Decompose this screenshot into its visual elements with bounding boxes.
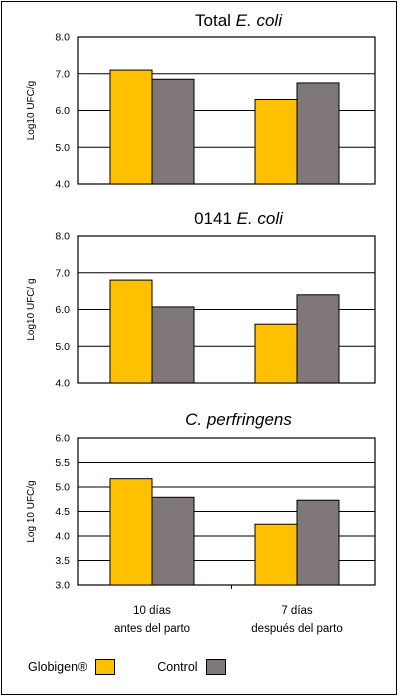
bar-chart3-series2-group2 bbox=[296, 499, 340, 586]
y-axis-label-1: Log10 UFC/g bbox=[26, 81, 37, 140]
plot-area-1 bbox=[77, 36, 376, 185]
bar-chart3-series2-group1 bbox=[151, 496, 195, 586]
plot-area-2 bbox=[77, 235, 376, 384]
y-tick-label-2-3: 7.0 bbox=[55, 267, 70, 279]
y-tick-label-2-1: 5.0 bbox=[55, 341, 70, 353]
legend-label-globigen: Globigen® bbox=[28, 660, 88, 674]
bar-chart1-series1-group2 bbox=[254, 98, 298, 185]
legend-label-control: Control bbox=[157, 660, 198, 674]
bar-chart2-series2-group1 bbox=[151, 306, 195, 384]
y-tick-label-1-2: 6.0 bbox=[55, 105, 70, 117]
bar-chart3-series1-group2 bbox=[254, 523, 298, 586]
bar-chart1-series2-group2 bbox=[296, 82, 340, 185]
y-tick-label-2-0: 4.0 bbox=[55, 378, 70, 390]
bar-chart2-series2-group2 bbox=[296, 294, 340, 384]
y-tick-label-3-0: 3.0 bbox=[55, 580, 70, 592]
chart-title-2: 0141 E. coli bbox=[194, 209, 284, 228]
y-tick-label-3-3: 4.5 bbox=[55, 506, 70, 518]
bar-chart1-series2-group1 bbox=[151, 78, 195, 185]
bar-chart3-series1-group1 bbox=[109, 478, 153, 586]
chart-title-1: Total E. coli bbox=[195, 11, 283, 30]
x-label-1-line1: 10 días bbox=[133, 605, 171, 617]
y-tick-label-3-4: 5.0 bbox=[55, 482, 70, 494]
legend-swatch-control bbox=[205, 659, 226, 675]
bar-chart1-series1-group1 bbox=[109, 69, 153, 185]
y-tick-label-1-3: 7.0 bbox=[55, 68, 70, 80]
legend-swatch-globigen bbox=[95, 659, 116, 675]
y-tick-label-2-2: 6.0 bbox=[55, 304, 70, 316]
legend: Globigen® Control bbox=[28, 656, 226, 678]
y-axis-label-2: Log10 UFC/ g bbox=[26, 278, 37, 340]
y-tick-label-3-1: 3.5 bbox=[55, 555, 70, 567]
y-tick-label-1-1: 5.0 bbox=[55, 142, 70, 154]
y-tick-label-1-4: 8.0 bbox=[55, 32, 70, 44]
x-label-2-line2: después del parto bbox=[251, 623, 342, 635]
chart-title-3: C. perfringens bbox=[185, 410, 292, 429]
y-tick-label-3-6: 6.0 bbox=[55, 433, 70, 445]
y-tick-label-1-0: 4.0 bbox=[55, 179, 70, 191]
y-tick-label-3-5: 5.5 bbox=[55, 457, 70, 469]
bar-chart2-series1-group1 bbox=[109, 279, 153, 384]
y-axis-label-3: Log 10 UFC/g bbox=[26, 480, 37, 542]
y-tick-label-2-4: 8.0 bbox=[55, 231, 70, 243]
y-tick-label-3-2: 4.0 bbox=[55, 531, 70, 543]
x-label-2-line1: 7 días bbox=[281, 605, 313, 617]
bar-chart2-series1-group2 bbox=[254, 323, 298, 384]
x-label-1-line2: antes del parto bbox=[114, 623, 190, 635]
plot-area-3 bbox=[77, 437, 376, 586]
